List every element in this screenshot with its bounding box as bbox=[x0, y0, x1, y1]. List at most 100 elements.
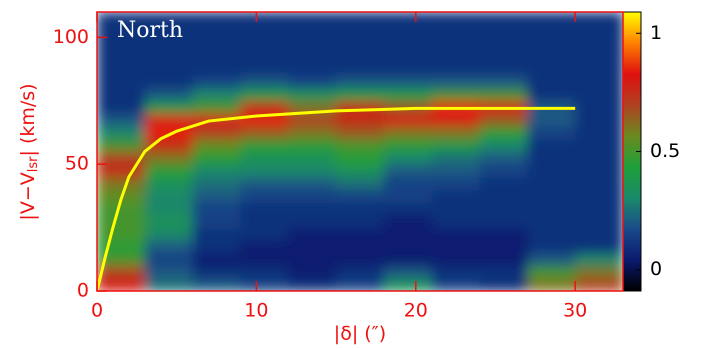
heat-cell bbox=[192, 265, 242, 279]
heat-cell bbox=[575, 88, 623, 102]
heat-cell bbox=[97, 265, 146, 279]
heat-cell bbox=[192, 62, 242, 77]
heat-cell bbox=[240, 240, 289, 254]
heat-cell bbox=[144, 164, 194, 178]
heat-cell bbox=[192, 12, 242, 26]
heat-cell bbox=[383, 151, 433, 165]
heat-cell bbox=[527, 278, 576, 291]
heat-cell bbox=[144, 240, 194, 254]
heat-cell bbox=[575, 164, 623, 178]
heat-cell bbox=[479, 24, 528, 38]
heat-cell bbox=[383, 202, 433, 216]
heat-cell bbox=[192, 126, 242, 140]
heat-cell bbox=[431, 189, 481, 203]
heat-cell bbox=[527, 202, 576, 216]
heat-cell bbox=[575, 12, 623, 26]
heat-cell bbox=[383, 214, 433, 229]
heat-cell bbox=[527, 126, 576, 140]
heat-cell bbox=[431, 126, 481, 140]
heat-cell bbox=[431, 278, 481, 291]
heat-cell bbox=[383, 265, 433, 279]
heat-cell bbox=[144, 176, 194, 191]
heat-cell bbox=[336, 164, 385, 178]
heat-cell bbox=[479, 151, 528, 165]
heat-cell bbox=[431, 151, 481, 165]
heat-cell bbox=[97, 88, 146, 102]
heat-cell bbox=[336, 75, 385, 89]
x-tick-label: 30 bbox=[563, 300, 587, 322]
heat-cell bbox=[288, 240, 337, 254]
x-tick-label: 0 bbox=[91, 300, 103, 322]
x-tick-label: 10 bbox=[244, 300, 268, 322]
colorbar-tick-label: 0 bbox=[650, 258, 662, 280]
heat-cell bbox=[431, 176, 481, 191]
heat-cell bbox=[575, 202, 623, 216]
heat-cell bbox=[240, 151, 289, 165]
heat-cell bbox=[240, 24, 289, 38]
heat-cell bbox=[288, 214, 337, 229]
heat-cell bbox=[97, 62, 146, 77]
heat-cell bbox=[431, 164, 481, 178]
heat-cell bbox=[479, 88, 528, 102]
heat-cell bbox=[97, 12, 146, 26]
heat-cell bbox=[527, 240, 576, 254]
heat-cell bbox=[97, 227, 146, 241]
heat-cell bbox=[144, 75, 194, 89]
heat-cell bbox=[383, 75, 433, 89]
heat-cell bbox=[383, 176, 433, 191]
overlay bbox=[97, 106, 576, 291]
heat-cell bbox=[575, 24, 623, 38]
heat-cell bbox=[431, 138, 481, 153]
y-tick-label: 0 bbox=[77, 280, 89, 302]
heat-cell bbox=[527, 24, 576, 38]
colorbar-tick-label: 0.5 bbox=[650, 140, 680, 162]
colorbar-tick-label: 1 bbox=[650, 22, 662, 44]
heat-cell bbox=[383, 113, 433, 127]
heat-cell bbox=[383, 88, 433, 102]
heat-cell bbox=[527, 88, 576, 102]
heat-cell bbox=[144, 24, 194, 38]
heat-cell bbox=[144, 265, 194, 279]
heat-cell bbox=[240, 50, 289, 64]
heat-cell bbox=[192, 100, 242, 115]
heat-cell bbox=[288, 138, 337, 153]
heat-cell bbox=[97, 24, 146, 38]
heat-cell bbox=[97, 113, 146, 127]
heat-cell bbox=[575, 50, 623, 64]
heat-cell bbox=[479, 138, 528, 153]
heat-cell bbox=[97, 37, 146, 51]
heat-cell bbox=[288, 151, 337, 165]
heat-cell bbox=[479, 227, 528, 241]
heat-cell bbox=[336, 50, 385, 64]
heat-cell bbox=[336, 88, 385, 102]
heat-cell bbox=[192, 176, 242, 191]
heat-cell bbox=[144, 113, 194, 127]
heat-cell bbox=[527, 252, 576, 267]
heat-cell bbox=[97, 126, 146, 140]
heat-cell bbox=[288, 278, 337, 291]
heat-cell bbox=[192, 240, 242, 254]
heat-cell bbox=[144, 214, 194, 229]
heat-cell bbox=[240, 278, 289, 291]
heat-cell bbox=[288, 252, 337, 267]
heat-cell bbox=[240, 37, 289, 51]
heat-cell bbox=[575, 138, 623, 153]
heat-cell bbox=[575, 151, 623, 165]
heat-cell bbox=[192, 252, 242, 267]
heat-cell bbox=[144, 12, 194, 26]
heat-cell bbox=[431, 62, 481, 77]
heat-cell bbox=[288, 227, 337, 241]
heat-cell bbox=[288, 37, 337, 51]
heat-cell bbox=[383, 126, 433, 140]
heatmap-cells bbox=[97, 12, 623, 291]
heat-cell bbox=[336, 24, 385, 38]
heat-cell bbox=[288, 265, 337, 279]
y-label-sub: lsr bbox=[26, 156, 41, 172]
heat-cell bbox=[383, 50, 433, 64]
y-label-rest: | (km/s) bbox=[17, 83, 39, 156]
heat-cell bbox=[431, 202, 481, 216]
heat-cell bbox=[336, 138, 385, 153]
heat-cell bbox=[383, 62, 433, 77]
heat-cell bbox=[97, 202, 146, 216]
